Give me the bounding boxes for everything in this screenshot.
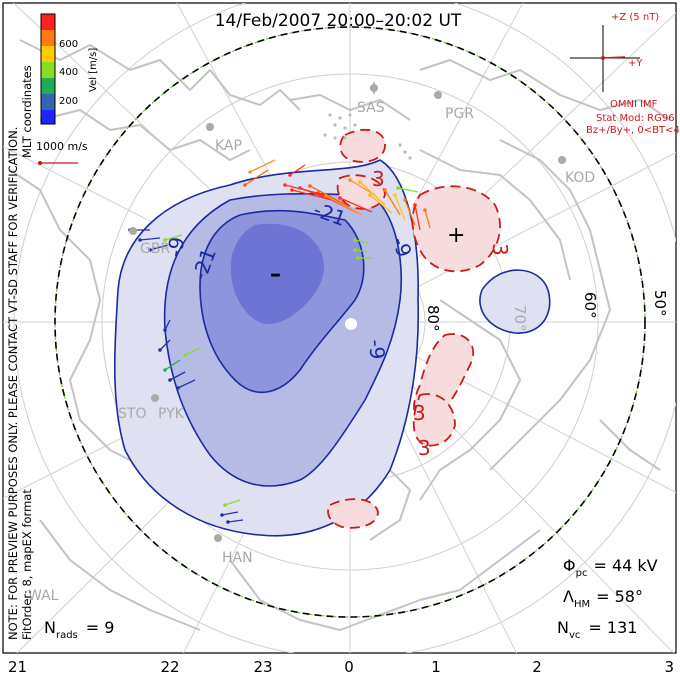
- hm-boundary-green: [54, 26, 646, 618]
- colorbar-swatch-4: [41, 62, 55, 78]
- mlt-tick-0: 0: [344, 658, 354, 674]
- station-label-wal: WAL: [28, 588, 59, 604]
- potential-max-marker: +: [447, 223, 465, 248]
- colorbar-swatch-3: [41, 46, 55, 62]
- mlt-tick-1: 1: [431, 658, 441, 674]
- colorbar-swatch-6: [41, 94, 55, 110]
- contour-label-pos-3: 3: [413, 401, 426, 425]
- potential-min-marker: –: [270, 262, 281, 287]
- phi-symbol: Φ: [563, 556, 576, 575]
- contour-label-neg-3: -9: [162, 235, 189, 259]
- colorbar-outline: [40, 13, 56, 125]
- colorbar-swatch-5: [41, 78, 55, 94]
- station-marker-kap: [206, 123, 214, 131]
- station-label-pgr: PGR: [445, 106, 474, 122]
- imf-source: OMNI IMF: [610, 99, 658, 110]
- contour-label-pos-4: 3: [418, 436, 431, 460]
- nrads-value: = 9: [86, 618, 115, 637]
- imf-model: Stat Mod: RG96: [596, 113, 675, 124]
- lat-label-70: 70°: [511, 305, 529, 332]
- mlt-coordinates-label: MLT coordinates: [20, 65, 34, 158]
- lambda-subscript: HM: [574, 599, 590, 610]
- latitude-labels: 80° 70° 60° 50°: [424, 290, 669, 332]
- station-marker-sas-dot: [370, 84, 378, 92]
- nrads-subscript: rads: [56, 630, 78, 641]
- velocity-colorbar: 600 400 200 Vel [m/s]: [40, 13, 99, 125]
- colorbar-swatch-1: [41, 14, 55, 30]
- station-label-kod: KOD: [565, 170, 595, 186]
- vector-count: Nvc = 131: [557, 618, 637, 641]
- mlt-tick-23: 23: [253, 658, 272, 674]
- station-marker-pgr: [434, 91, 442, 99]
- station-label-han: HAN: [222, 550, 253, 566]
- imf-z-label: +Z (5 nT): [611, 12, 659, 23]
- lambda-symbol: Λ: [563, 587, 574, 606]
- imf-indicator: +Z (5 nT) +Y OMNI IMF Stat Mod: RG96 Bz+…: [570, 12, 680, 136]
- colorbar-label: Vel [m/s]: [88, 48, 99, 92]
- imf-vector-origin: [601, 56, 605, 60]
- colorbar-swatch-7: [41, 110, 55, 124]
- nvc-value: = 131: [588, 618, 637, 637]
- colorbar-tick-600: 600: [59, 39, 78, 50]
- mlt-axis: 21 22 23 0 1 2 3: [8, 658, 674, 674]
- fit-order-note: FitOrder: 8, mapEX format: [20, 489, 34, 640]
- scale-vector-dot: [38, 161, 42, 165]
- contour-label-pos-2: 3: [488, 243, 512, 256]
- scale-vector: 1000 m/s: [36, 140, 88, 165]
- contour-label-neg-4: -9: [364, 338, 390, 360]
- nvc-subscript: vc: [569, 630, 580, 641]
- station-marker-sto: [151, 394, 159, 402]
- coastlines: [9, 39, 671, 631]
- imf-condition: Bz+/By+, 0<BT<4: [586, 125, 680, 136]
- nrads-symbol: N: [44, 618, 56, 637]
- mlt-tick-3: 3: [664, 658, 674, 674]
- station-label-sto: STO: [118, 406, 146, 422]
- scale-vector-label: 1000 m/s: [36, 140, 88, 153]
- lat-label-50: 50°: [651, 290, 669, 317]
- station-labels: SAS PGR KAP KOD GBR STO PYK HAN WAL: [28, 100, 595, 604]
- phi-subscript: pc: [576, 568, 588, 579]
- mlt-tick-21: 21: [8, 658, 27, 674]
- station-markers: [129, 82, 566, 542]
- radar-count: Nrads = 9: [44, 618, 114, 641]
- nvc-symbol: N: [557, 618, 569, 637]
- phi-value: = 44 kV: [593, 556, 657, 575]
- station-marker-han: [214, 534, 222, 542]
- station-label-pyk: PYK: [158, 406, 185, 422]
- mlt-tick-2: 2: [532, 658, 542, 674]
- pole-marker: [345, 318, 357, 330]
- station-marker-kod: [558, 156, 566, 164]
- positive-potential-cells: [327, 128, 501, 529]
- lat-label-60: 60°: [581, 292, 599, 319]
- station-marker-gbr: [129, 227, 137, 235]
- cross-polar-potential: Φpc = 44 kV: [563, 556, 658, 579]
- station-label-kap: KAP: [215, 138, 242, 154]
- map-statistics: Φpc = 44 kV ΛHM = 58° Nvc = 131 Nrads = 9: [44, 556, 658, 641]
- radar-footprint-dots: [323, 113, 412, 160]
- hm-boundary-black: [54, 26, 646, 618]
- imf-y-label: +Y: [628, 58, 643, 69]
- map-title: 14/Feb/2007 20:00–20:02 UT: [215, 11, 462, 31]
- lambda-value: = 58°: [596, 587, 643, 606]
- contour-label-pos-1: 3: [372, 167, 385, 191]
- verification-note: NOTE: FOR PREVIEW PURPOSES ONLY. PLEASE …: [6, 127, 20, 640]
- mlt-tick-22: 22: [160, 658, 179, 674]
- contour-labels-positive: 3 3 3 3: [372, 167, 512, 460]
- colorbar-tick-400: 400: [59, 67, 78, 78]
- station-label-gbr: GBR: [140, 241, 170, 257]
- colorbar-swatch-2: [41, 30, 55, 46]
- lat-label-80: 80°: [424, 305, 442, 332]
- imf-vector: [602, 56, 626, 59]
- negative-potential-cell: [113, 159, 420, 537]
- dawn-negative-cell: [479, 269, 551, 334]
- colorbar-tick-200: 200: [59, 96, 78, 107]
- hm-latitude: ΛHM = 58°: [563, 587, 643, 610]
- station-label-sas: SAS: [357, 100, 385, 116]
